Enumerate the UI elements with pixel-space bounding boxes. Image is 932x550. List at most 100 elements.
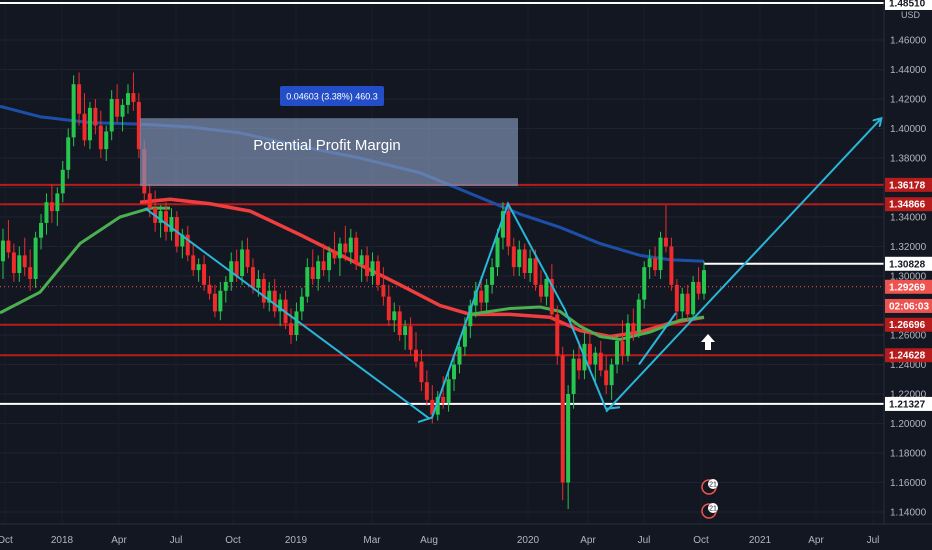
candle-body <box>593 352 598 365</box>
candle-body <box>386 296 391 321</box>
x-tick-label: Aug <box>420 535 438 546</box>
candle-body <box>517 249 522 268</box>
price-label-text: 1.30828 <box>889 259 926 270</box>
candle-body <box>22 255 27 268</box>
candle-body <box>169 217 174 232</box>
trendline-down <box>144 207 431 420</box>
candle-body <box>98 125 103 150</box>
candle-body <box>180 234 185 247</box>
candle-body <box>44 202 49 223</box>
price-label: 1.21327 <box>885 396 932 411</box>
y-tick-label: 1.32000 <box>890 242 927 253</box>
price-label-bg <box>885 317 932 332</box>
candle-body <box>511 246 516 268</box>
y-tick-label: 1.38000 <box>890 154 927 165</box>
candle-body <box>560 355 565 483</box>
candle-body <box>685 293 690 315</box>
candle-body <box>11 252 16 274</box>
price-label-text: 1.36178 <box>889 180 926 191</box>
candle-body <box>696 281 701 294</box>
candle-body <box>642 267 647 300</box>
candle-body <box>555 314 560 356</box>
candle-body <box>658 237 663 271</box>
candle-body <box>462 326 467 347</box>
ma-50-recent <box>469 305 705 341</box>
candle-body <box>191 255 196 271</box>
candle-body <box>77 84 82 114</box>
profit-zone-label: Potential Profit Margin <box>253 137 401 154</box>
measure-label: 0.04603 (3.38%) 460.3 <box>286 92 378 102</box>
y-tick-label: 1.46000 <box>890 36 927 47</box>
candle-body <box>620 340 625 356</box>
candle-body <box>316 261 321 279</box>
x-axis-ticks: Oct 2018 Apr Jul Oct 2019 Mar Aug 2020 Apr Jul Oct 2… <box>0 535 879 546</box>
candle-body <box>381 284 386 297</box>
candle-body <box>289 323 294 335</box>
candle-body <box>294 311 299 335</box>
price-label: 1.30828 <box>885 256 932 271</box>
candle-body <box>457 346 462 365</box>
candle-body <box>272 290 277 312</box>
candle-body <box>625 323 630 356</box>
support-segment <box>638 312 677 366</box>
candle-body <box>479 290 484 303</box>
time-axis[interactable] <box>0 524 932 550</box>
candle-body <box>702 270 706 294</box>
candle-body <box>653 258 658 271</box>
price-label-bg <box>885 396 932 411</box>
candle-body <box>365 255 370 276</box>
candle-body <box>321 261 326 271</box>
candle-body <box>490 267 495 285</box>
grid <box>0 39 884 513</box>
candle-body <box>577 358 582 371</box>
candle-body <box>566 394 571 483</box>
candle-body <box>647 258 652 268</box>
price-label-text: 1.48510 <box>889 0 926 9</box>
candle-body <box>158 211 163 223</box>
candle-body <box>674 284 679 312</box>
candle-body <box>636 299 641 333</box>
candle-body <box>631 323 636 333</box>
candle-body <box>310 267 315 279</box>
x-tick-label: 2020 <box>517 535 540 546</box>
candle-body <box>196 264 201 271</box>
candle-body <box>533 258 538 285</box>
candle-body <box>544 278 549 297</box>
candle-body <box>256 278 261 288</box>
candle-body <box>1 240 5 262</box>
candle-body <box>348 237 353 253</box>
annotations: Potential Profit Margin 0.04603 (3.38%) 4… <box>140 86 718 519</box>
candle-body <box>327 252 332 271</box>
candle-body <box>468 305 473 327</box>
candle-body <box>131 93 136 102</box>
candle-body <box>375 261 380 285</box>
price-label: 1.48510 <box>885 0 932 10</box>
x-tick-label: 2018 <box>51 535 74 546</box>
price-label: 1.34866 <box>885 197 932 212</box>
candle-body <box>549 278 554 315</box>
candle-body <box>452 364 457 380</box>
x-tick-label: Oct <box>225 535 241 546</box>
candle-body <box>60 169 65 194</box>
candle-body <box>278 299 283 312</box>
price-label-bg <box>885 348 932 363</box>
candle-body <box>506 211 511 247</box>
candle-body <box>669 246 674 285</box>
candle-body <box>240 249 245 276</box>
candle-body <box>538 284 543 297</box>
y-tick-label: 1.24000 <box>890 360 927 371</box>
price-label-bg <box>885 298 932 313</box>
candle-body <box>413 349 418 362</box>
candle-body <box>598 352 603 371</box>
candle-body <box>202 264 207 285</box>
y-tick-label: 1.22000 <box>890 390 927 401</box>
y-tick-label: 1.18000 <box>890 449 927 460</box>
candle-body <box>93 107 98 126</box>
candle-body <box>115 99 120 117</box>
candle-body <box>419 361 424 383</box>
candle-body <box>55 193 60 212</box>
candle-body <box>104 131 109 150</box>
candle-body <box>446 379 451 403</box>
